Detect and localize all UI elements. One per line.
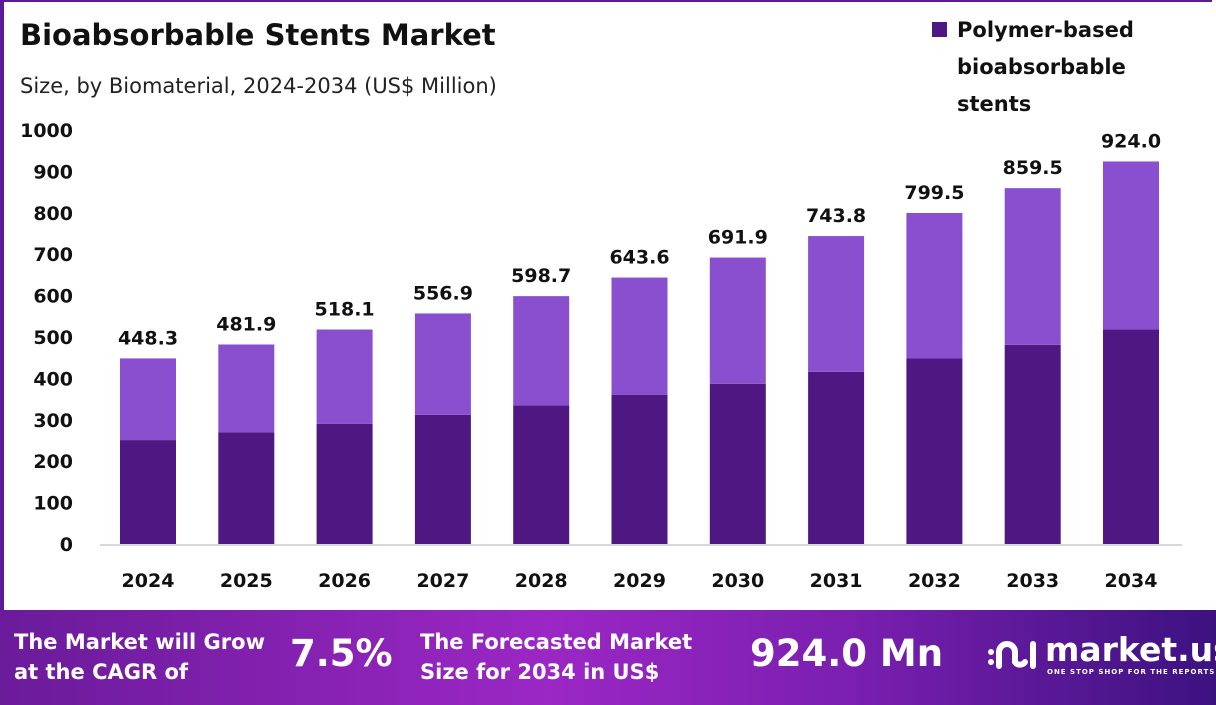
bar-segment-other <box>1004 188 1061 345</box>
bar-segment-other <box>414 313 471 415</box>
x-tick-label: 2032 <box>908 570 961 592</box>
y-tick-label: 300 <box>33 410 73 432</box>
y-tick-label: 100 <box>33 493 73 515</box>
forecast-label: The Forecasted Market Size for 2034 in U… <box>420 627 692 687</box>
data-label: 448.3 <box>118 327 178 349</box>
x-tick-label: 2027 <box>416 570 469 592</box>
x-tick-label: 2031 <box>810 570 863 592</box>
bar-segment-other <box>218 344 275 433</box>
forecast-label-line: Size for 2034 in US$ <box>420 660 660 684</box>
forecast-label-line: The Forecasted Market <box>420 630 693 654</box>
forecast-value: 924.0 Mn <box>750 632 944 675</box>
data-label: 643.6 <box>609 247 669 269</box>
data-label: 556.9 <box>413 282 473 304</box>
x-tick-label: 2033 <box>1006 570 1059 592</box>
brand-name: market.us <box>1045 630 1216 669</box>
legend-label: Polymer-based bioabsorbable stents <box>957 18 1134 116</box>
y-tick-label: 0 <box>60 534 73 556</box>
bar-segment-polymer <box>1103 329 1159 544</box>
bar-segment-other <box>611 277 668 395</box>
bar-segment-polymer <box>513 405 570 544</box>
legend-swatch <box>932 22 947 37</box>
chart-frame <box>0 0 1212 610</box>
bar-segment-other <box>316 329 373 424</box>
data-label: 859.5 <box>1003 157 1063 179</box>
data-label: 924.0 <box>1101 130 1161 152</box>
y-tick-label: 700 <box>33 244 73 266</box>
bar-segment-polymer <box>414 414 471 544</box>
y-tick-label: 900 <box>33 161 73 183</box>
bar-segment-polymer <box>709 383 766 544</box>
bar-chart: 0 100 200 300 400 500 600 700 800 900 1000 448.3 202… <box>20 120 1182 592</box>
chart-title: Bioabsorbable Stents Market <box>20 18 496 52</box>
bar-segment-other <box>709 257 766 384</box>
market-us-logo-icon <box>988 641 1036 669</box>
x-tick-label: 2028 <box>515 570 568 592</box>
brand-tagline: ONE STOP SHOP FOR THE REPORTS <box>1047 668 1216 676</box>
x-tick-label: 2025 <box>220 570 273 592</box>
y-tick-label: 800 <box>33 203 73 225</box>
bar-segment-other <box>808 236 865 372</box>
bar-segment-other <box>1103 161 1159 330</box>
bar-segment-polymer <box>218 432 275 544</box>
bar-segment-polymer <box>808 371 865 544</box>
bar-segment-other <box>906 213 963 359</box>
x-tick-label: 2024 <box>122 570 175 592</box>
y-tick-label: 200 <box>33 451 73 473</box>
data-label: 481.9 <box>216 313 276 335</box>
cagr-value: 7.5% <box>290 632 393 675</box>
x-tick-label: 2034 <box>1105 570 1158 592</box>
chart-subtitle: Size, by Biomaterial, 2024-2034 (US$ Mil… <box>20 74 497 98</box>
cagr-label: The Market will Grow at the CAGR of <box>14 627 265 687</box>
data-label: 598.7 <box>511 265 571 287</box>
bar-segment-polymer <box>1004 344 1061 544</box>
data-label: 799.5 <box>904 182 964 204</box>
y-tick-label: 500 <box>33 327 73 349</box>
bar-segment-other <box>513 296 570 406</box>
bar-segment-polymer <box>611 394 668 544</box>
y-tick-label: 1000 <box>20 120 73 142</box>
x-tick-label: 2030 <box>711 570 764 592</box>
data-label: 518.1 <box>315 299 375 321</box>
y-tick-label: 600 <box>33 286 73 308</box>
cagr-label-line: at the CAGR of <box>14 660 189 684</box>
x-tick-label: 2026 <box>318 570 371 592</box>
bar-segment-other <box>120 358 176 441</box>
data-label: 743.8 <box>806 205 866 227</box>
data-label: 691.9 <box>708 227 768 249</box>
y-tick-label: 400 <box>33 368 73 390</box>
footer-banner: The Market will Grow at the CAGR of 7.5%… <box>0 610 1216 705</box>
cagr-label-line: The Market will Grow <box>14 630 265 654</box>
bar-segment-polymer <box>120 440 176 544</box>
bar-segment-polymer <box>906 358 963 544</box>
bar-segment-polymer <box>316 423 373 544</box>
x-tick-label: 2029 <box>613 570 666 592</box>
